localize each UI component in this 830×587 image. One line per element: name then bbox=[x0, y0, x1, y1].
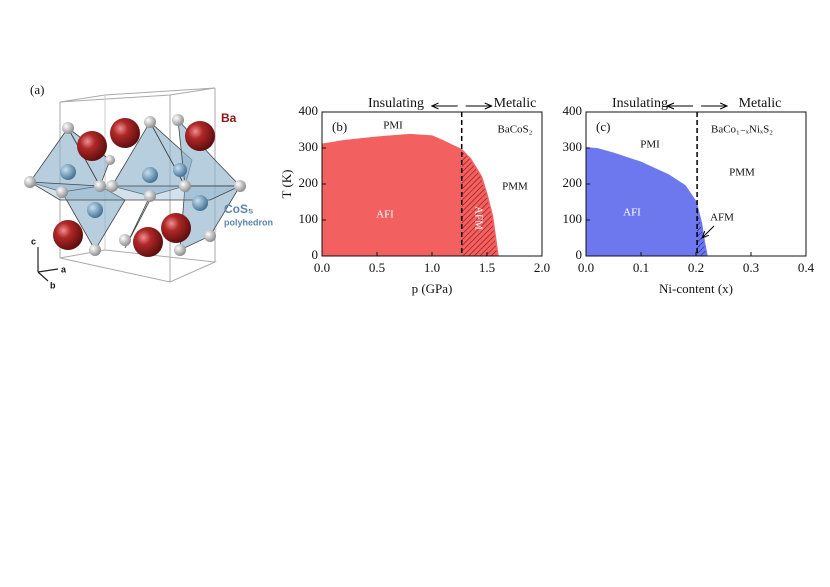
annotation: AFM bbox=[472, 206, 484, 230]
annotation: Insulating bbox=[368, 96, 424, 111]
x-tick-label: 0.0 bbox=[578, 260, 594, 275]
annotation: BaCoS₂ bbox=[497, 124, 532, 136]
y-tick-label: 0 bbox=[312, 247, 319, 262]
x-axis-label: Ni-content (x) bbox=[659, 281, 733, 296]
y-tick-label: 400 bbox=[299, 103, 319, 118]
panel-label: (b) bbox=[332, 119, 347, 134]
annotation: AFI bbox=[376, 209, 394, 221]
phase-boundary bbox=[321, 133, 499, 257]
annotation: AFI bbox=[623, 207, 641, 219]
y-tick-label: 100 bbox=[299, 211, 319, 226]
y-tick-label: 200 bbox=[563, 175, 583, 190]
annotation: PMM bbox=[729, 167, 755, 179]
crystal bbox=[24, 87, 246, 283]
annotation: Insulating bbox=[612, 96, 668, 111]
x-tick-label: 2.0 bbox=[534, 260, 550, 275]
annotation: AFM bbox=[710, 212, 734, 224]
afm-hatch bbox=[461, 149, 498, 256]
x-tick-label: 1.5 bbox=[479, 260, 495, 275]
axis-a: a bbox=[61, 264, 67, 274]
x-tick-label: 0.2 bbox=[688, 260, 704, 275]
axis-c: c bbox=[31, 236, 36, 246]
x-tick-label: 0.3 bbox=[743, 260, 759, 275]
y-tick-label: 300 bbox=[563, 139, 583, 154]
y-tick-label: 300 bbox=[299, 139, 319, 154]
x-tick-label: 0.4 bbox=[798, 260, 815, 275]
y-tick-label: 0 bbox=[576, 247, 583, 262]
x-axis-label: p (GPa) bbox=[412, 281, 453, 296]
y-tick-label: 200 bbox=[299, 175, 319, 190]
panel-label: (a) bbox=[30, 82, 44, 97]
y-tick-label: 100 bbox=[563, 211, 583, 226]
y-axis-label: T (K) bbox=[279, 169, 294, 198]
polyhedron-note: polyhedron bbox=[224, 217, 273, 227]
phase-area bbox=[586, 148, 707, 256]
x-tick-label: 0.5 bbox=[369, 260, 385, 275]
annotation: Metalic bbox=[739, 96, 782, 111]
y-tick-label: 400 bbox=[563, 103, 583, 118]
x-tick-label: 1.0 bbox=[424, 260, 440, 275]
annotation: BaCo₁₋ₓNiₓS₂ bbox=[711, 124, 773, 136]
x-tick-label: 0.0 bbox=[314, 260, 330, 275]
polyhedron-label: CoS₅ bbox=[224, 202, 254, 216]
x-tick-label: 0.1 bbox=[633, 260, 649, 275]
axis-b: b bbox=[50, 280, 56, 290]
annotation: PMI bbox=[383, 120, 403, 132]
annotation: Metalic bbox=[494, 96, 537, 111]
annotation: PMI bbox=[640, 139, 660, 151]
phase-area bbox=[322, 134, 498, 256]
atom-label: Ba bbox=[221, 111, 237, 125]
annotation: PMM bbox=[502, 181, 528, 193]
panel-label: (c) bbox=[596, 119, 610, 134]
arrow bbox=[702, 225, 715, 238]
